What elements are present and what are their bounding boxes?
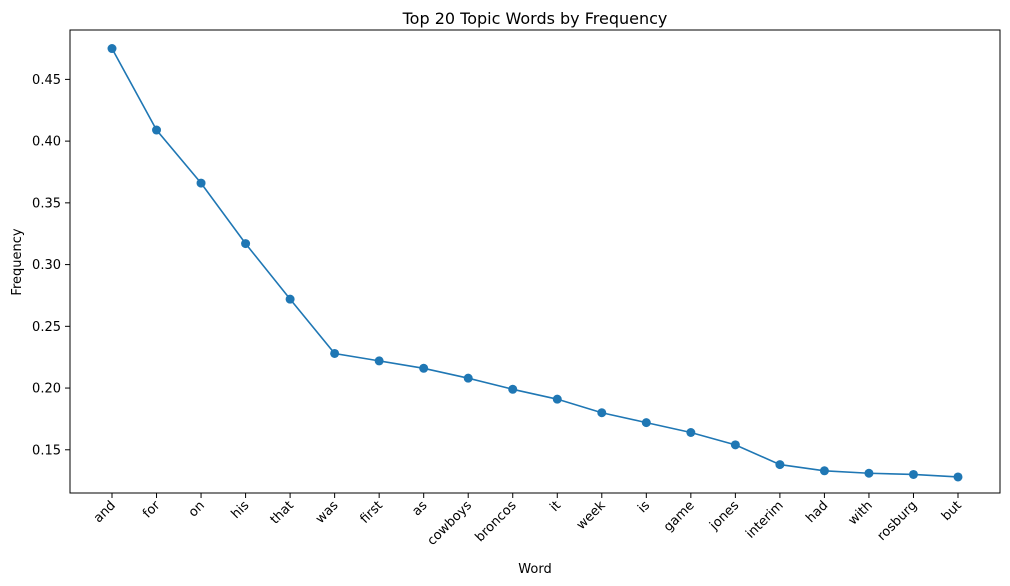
data-point-interim [775, 460, 785, 470]
x-tick-label: but [939, 498, 965, 524]
data-point-on [196, 178, 206, 188]
data-point-jones [730, 440, 740, 450]
data-point-rosburg [908, 469, 918, 479]
data-point-for [152, 125, 162, 135]
data-point-is [641, 418, 651, 428]
x-tick-label: cowboys [425, 498, 476, 549]
data-point-game [686, 428, 696, 438]
x-tick-label: broncos [473, 498, 520, 545]
data-point-broncos [508, 384, 518, 394]
x-tick-label: is [635, 498, 653, 516]
x-tick-label: that [268, 498, 297, 527]
data-point-that [285, 294, 295, 304]
x-axis-label: Word [518, 562, 551, 577]
y-tick-label: 0.25 [32, 320, 61, 335]
chart-title: Top 20 Topic Words by Frequency [402, 9, 668, 28]
x-tick-label: game [661, 498, 698, 535]
x-tick-label: had [803, 498, 831, 526]
y-tick-label: 0.15 [32, 443, 61, 458]
x-tick-label: with [846, 498, 876, 528]
data-point-had [819, 466, 829, 476]
data-point-and [107, 44, 117, 54]
y-tick-label: 0.30 [32, 258, 61, 273]
y-tick-label: 0.40 [32, 135, 61, 150]
x-tick-label: was [313, 498, 342, 527]
y-tick-label: 0.45 [32, 73, 61, 88]
x-tick-label: as [409, 498, 430, 519]
x-tick-label: his [229, 498, 253, 522]
x-tick-label: rosburg [875, 498, 921, 544]
y-tick-label: 0.20 [32, 382, 61, 397]
data-point-it [552, 394, 562, 404]
y-axis-label: Frequency [10, 228, 25, 295]
y-axis-ticks: 0.15 0.20 0.25 0.30 0.35 0.40 0.45 [32, 73, 70, 458]
x-tick-label: and [91, 498, 119, 526]
data-point-with [864, 468, 874, 478]
x-tick-label: first [357, 498, 386, 527]
x-tick-label: it [547, 498, 564, 515]
y-tick-label: 0.35 [32, 196, 61, 211]
data-point-as [419, 363, 429, 373]
x-tick-label: on [186, 498, 208, 520]
data-point-was [330, 348, 340, 358]
data-point-his [241, 239, 251, 249]
x-tick-label: jones [706, 498, 742, 534]
x-tick-label: interim [743, 498, 787, 542]
data-point-but [953, 472, 963, 482]
series-line [111, 48, 959, 478]
data-point-first [374, 356, 384, 366]
x-tick-label: for [140, 498, 164, 522]
data-points [107, 44, 963, 482]
data-point-cowboys [463, 373, 473, 383]
data-point-week [597, 408, 607, 418]
x-tick-label: week [574, 498, 609, 533]
plot-area-frame [69, 29, 1001, 494]
